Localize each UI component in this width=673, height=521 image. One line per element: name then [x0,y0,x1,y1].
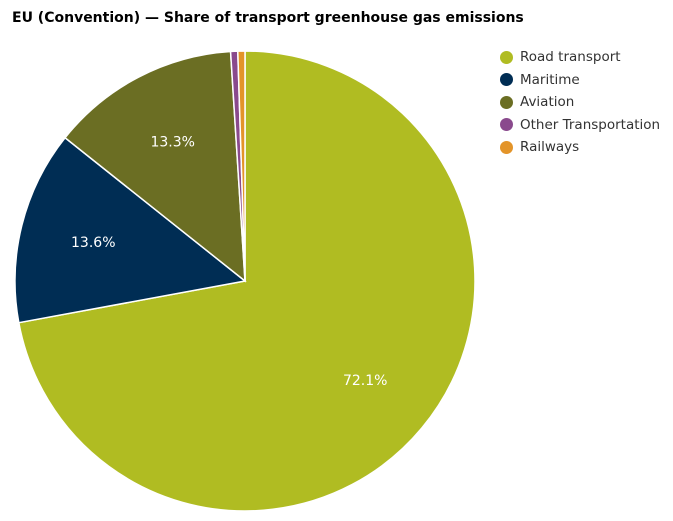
legend-label: Aviation [520,94,575,111]
pie-label-aviation: 13.3% [150,134,194,150]
pie-slice-maritime[interactable] [14,136,247,324]
legend-item-maritime[interactable]: Maritime [500,69,660,92]
legend-label: Road transport [520,49,621,66]
legend-item-aviation[interactable]: Aviation [500,91,660,114]
legend-item-railways[interactable]: Railways [500,136,660,159]
legend: Road transport Maritime Aviation Other T… [500,46,660,159]
legend-swatch [500,118,513,132]
pie-slice-road-transport[interactable] [17,50,476,512]
pie-slice-railways[interactable] [237,50,246,282]
pie-label-maritime: 13.6% [71,235,115,251]
pie-slice-aviation[interactable] [63,50,246,283]
legend-label: Railways [520,139,580,156]
legend-swatch [500,73,513,87]
legend-swatch [500,95,513,109]
legend-item-other-transportation[interactable]: Other Transportation [500,114,660,137]
pie-label-road-transport: 72.1% [343,373,387,389]
legend-label: Maritime [520,71,580,88]
legend-label: Other Transportation [520,116,661,133]
legend-swatch [500,140,513,154]
chart-title: EU (Convention) — Share of transport gre… [12,10,524,26]
legend-item-road-transport[interactable]: Road transport [500,46,660,69]
legend-swatch [500,50,513,64]
